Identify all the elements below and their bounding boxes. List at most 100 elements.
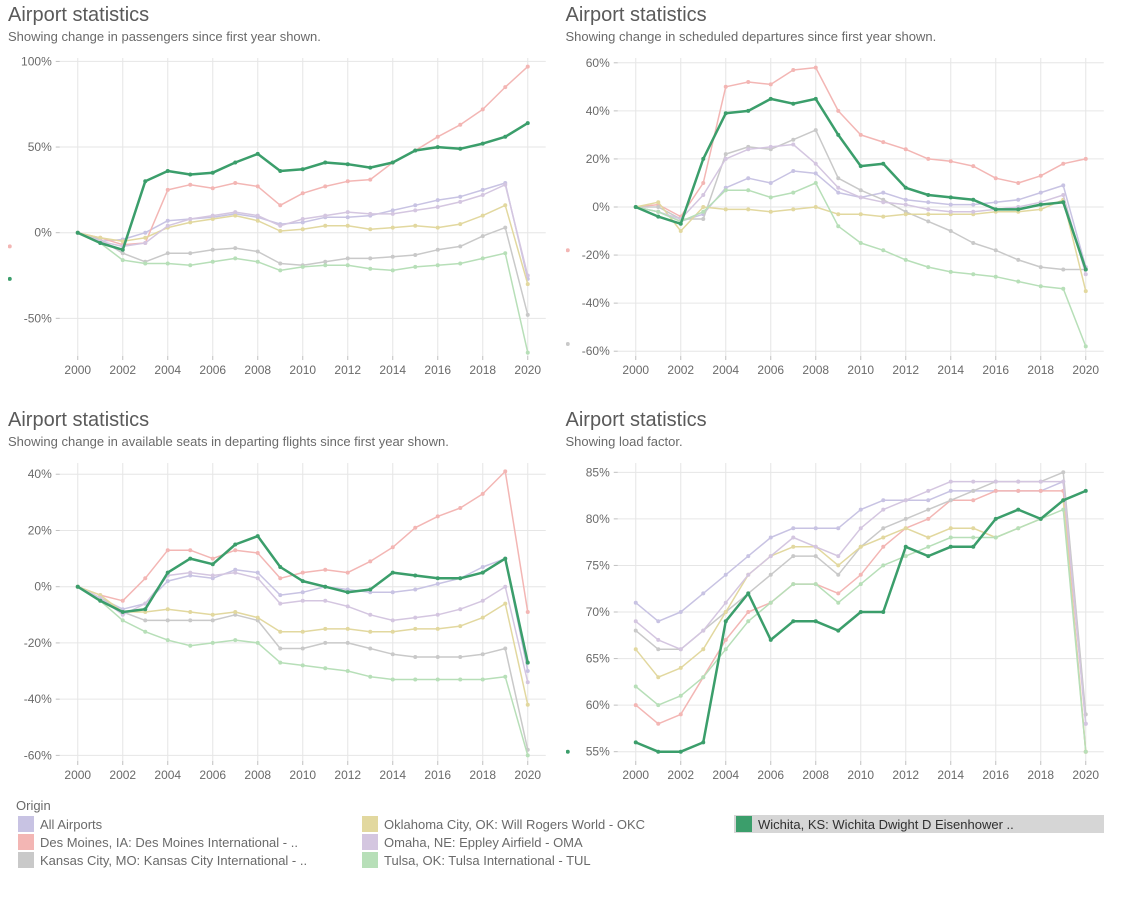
marker	[791, 536, 795, 540]
svg-text:20%: 20%	[585, 152, 609, 166]
legend-item-ict[interactable]: Wichita, KS: Wichita Dwight D Eisenhower…	[734, 815, 1104, 833]
marker	[278, 268, 282, 272]
panel-seats: Airport statistics Showing change in ava…	[8, 409, 560, 798]
marker	[813, 66, 817, 70]
marker	[1061, 193, 1065, 197]
marker	[903, 526, 907, 530]
marker	[323, 224, 327, 228]
marker	[143, 236, 147, 240]
legend-item-oma[interactable]: Omaha, NE: Eppley Airfield - OMA	[360, 833, 730, 851]
marker	[633, 601, 637, 605]
svg-text:2018: 2018	[1027, 768, 1054, 782]
marker	[971, 272, 975, 276]
marker	[701, 217, 705, 221]
marker	[211, 574, 215, 578]
marker	[458, 123, 462, 127]
marker	[926, 489, 930, 493]
marker	[368, 212, 372, 216]
marker	[526, 274, 530, 278]
marker	[836, 591, 840, 595]
legend-item-all[interactable]: All Airports	[16, 815, 356, 833]
marker	[768, 554, 772, 558]
marker	[1061, 268, 1065, 272]
marker	[1038, 207, 1042, 211]
marker	[458, 678, 462, 682]
marker	[233, 638, 237, 642]
marker	[903, 258, 907, 262]
marker	[948, 210, 952, 214]
marker	[926, 193, 930, 197]
marker	[678, 647, 682, 651]
marker	[836, 601, 840, 605]
marker	[1061, 480, 1065, 484]
svg-text:2010: 2010	[289, 363, 316, 377]
marker	[526, 703, 530, 707]
marker	[278, 661, 282, 665]
marker	[323, 263, 327, 267]
marker	[701, 647, 705, 651]
marker	[791, 619, 795, 623]
marker	[678, 694, 682, 698]
svg-text:20%: 20%	[28, 523, 52, 537]
marker	[723, 638, 727, 642]
svg-text:2016: 2016	[424, 363, 451, 377]
marker	[746, 610, 750, 614]
marker	[948, 159, 952, 163]
marker	[278, 229, 282, 233]
marker	[76, 231, 80, 235]
marker	[746, 207, 750, 211]
marker	[391, 618, 395, 622]
marker	[633, 619, 637, 623]
marker	[503, 585, 507, 589]
legend-item-tul[interactable]: Tulsa, OK: Tulsa International - TUL	[360, 851, 730, 869]
marker	[948, 203, 952, 207]
marker	[903, 186, 907, 190]
legend-item-mci[interactable]: Kansas City, MO: Kansas City Internation…	[16, 851, 356, 869]
marker	[256, 576, 260, 580]
marker	[143, 241, 147, 245]
svg-text:60%: 60%	[585, 56, 609, 70]
marker	[1038, 203, 1042, 207]
marker	[368, 256, 372, 260]
legend-item-dsm[interactable]: Des Moines, IA: Des Moines International…	[16, 833, 356, 851]
marker	[813, 554, 817, 558]
marker	[301, 630, 305, 634]
svg-text:2006: 2006	[199, 363, 226, 377]
marker	[926, 157, 930, 161]
marker	[503, 557, 507, 561]
marker	[278, 630, 282, 634]
marker	[1016, 489, 1020, 493]
panel-load: Airport statistics Showing load factor. …	[566, 409, 1118, 798]
marker	[143, 618, 147, 622]
marker	[656, 215, 660, 219]
marker	[436, 145, 440, 149]
marker	[993, 489, 997, 493]
marker	[368, 630, 372, 634]
marker	[458, 147, 462, 151]
legend-column: Wichita, KS: Wichita Dwight D Eisenhower…	[734, 815, 1104, 869]
marker	[8, 244, 12, 248]
marker	[1016, 280, 1020, 284]
marker	[481, 142, 485, 146]
panel-departures: Airport statistics Showing change in sch…	[566, 4, 1118, 393]
marker	[211, 186, 215, 190]
svg-text:2020: 2020	[1072, 363, 1099, 377]
svg-text:2008: 2008	[244, 363, 271, 377]
legend-item-okc[interactable]: Oklahoma City, OK: Will Rogers World - O…	[360, 815, 730, 833]
legend-swatch	[18, 834, 34, 850]
marker	[211, 557, 215, 561]
marker	[746, 109, 750, 113]
marker	[166, 579, 170, 583]
marker	[926, 508, 930, 512]
marker	[368, 647, 372, 651]
legend-label: Wichita, KS: Wichita Dwight D Eisenhower…	[758, 817, 1014, 832]
marker	[413, 208, 417, 212]
svg-text:-50%: -50%	[24, 311, 52, 325]
marker	[121, 248, 125, 252]
marker	[813, 545, 817, 549]
marker	[413, 526, 417, 530]
marker	[813, 526, 817, 530]
marker	[633, 647, 637, 651]
marker	[346, 641, 350, 645]
marker	[166, 607, 170, 611]
